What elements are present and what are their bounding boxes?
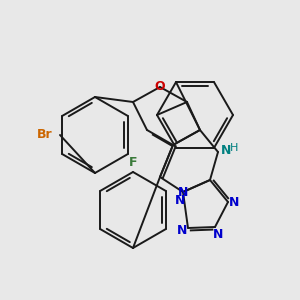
Text: N: N xyxy=(229,196,239,208)
Text: N: N xyxy=(175,194,185,206)
Text: N: N xyxy=(221,143,231,157)
Text: F: F xyxy=(129,157,137,169)
Text: N: N xyxy=(178,187,188,200)
Text: N: N xyxy=(177,224,187,238)
Text: Br: Br xyxy=(37,128,53,142)
Text: O: O xyxy=(155,80,165,92)
Text: N: N xyxy=(213,229,223,242)
Text: H: H xyxy=(230,143,238,153)
